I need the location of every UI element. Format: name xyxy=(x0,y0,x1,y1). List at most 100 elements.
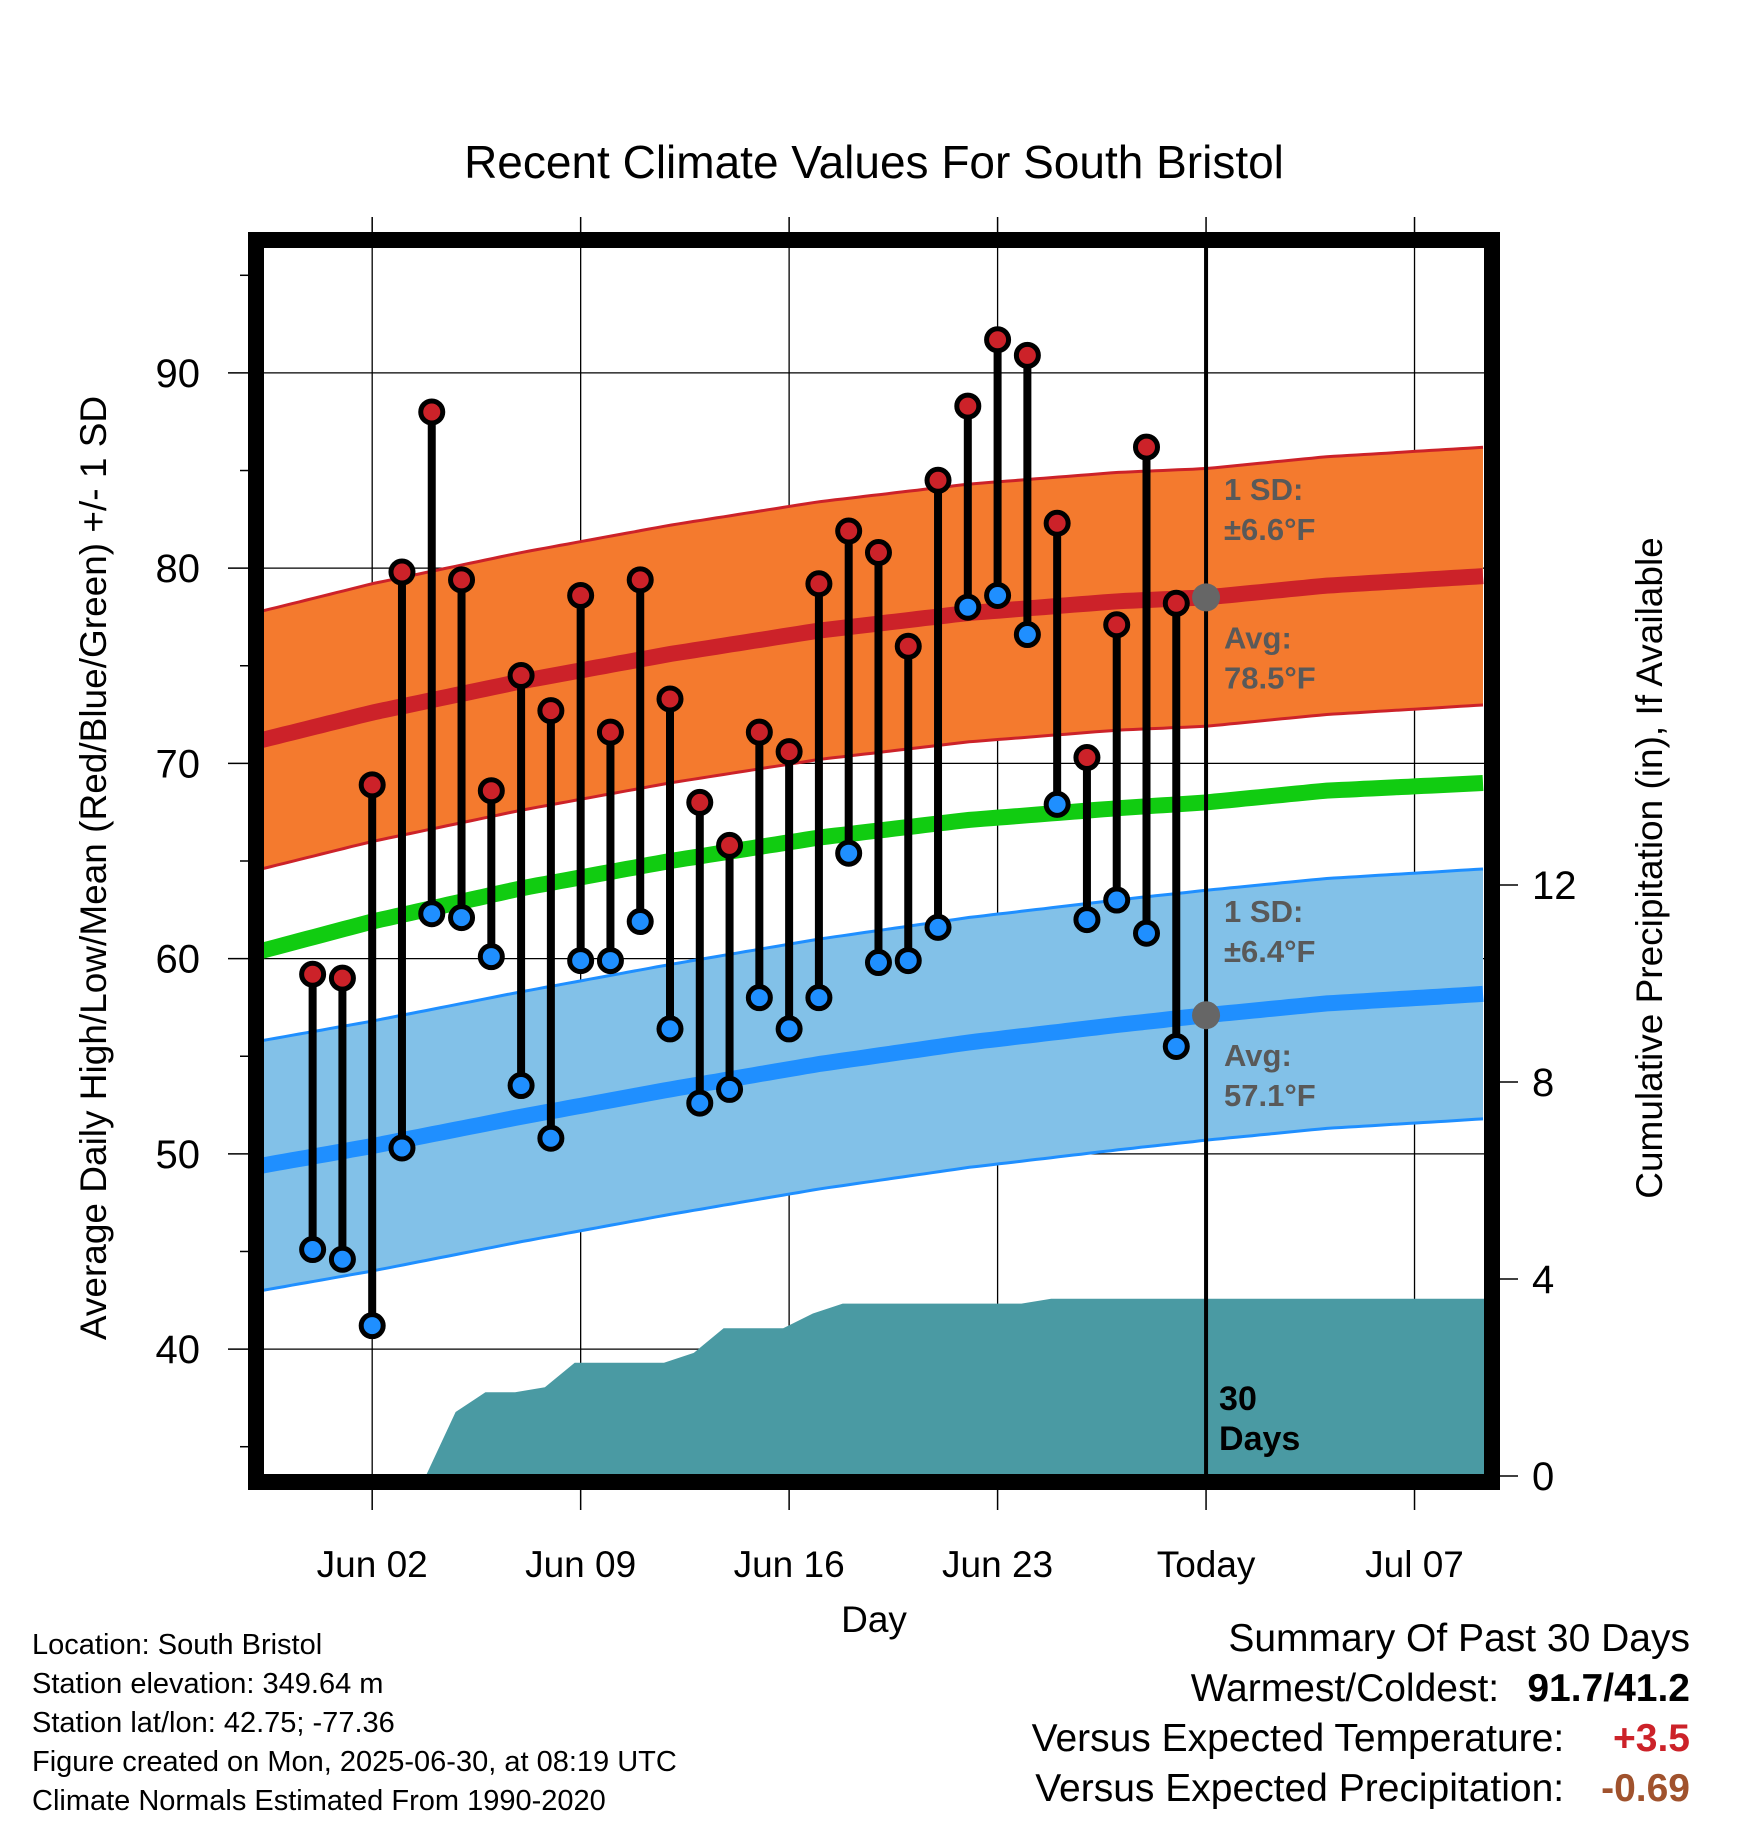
daily-low-point xyxy=(745,984,773,1012)
daily-low-point xyxy=(596,947,624,975)
daily-low-point xyxy=(686,1089,714,1117)
daily-high-point xyxy=(1132,433,1160,461)
daily-low-point xyxy=(1132,919,1160,947)
daily-low-point xyxy=(1043,790,1071,818)
days-annotation-line: Days xyxy=(1219,1420,1300,1458)
daily-high-point xyxy=(537,697,565,725)
daily-high-point xyxy=(596,718,624,746)
high-avg-annotation: Avg: 78.5°F xyxy=(1224,620,1316,695)
daily-low-point xyxy=(537,1124,565,1152)
daily-high-point xyxy=(626,566,654,594)
x-tick-label: Jun 02 xyxy=(317,1544,428,1585)
daily-low-point xyxy=(1013,621,1041,649)
daily-high-point xyxy=(1073,744,1101,772)
daily-low-point xyxy=(418,900,446,928)
days-annotation-line: 30 xyxy=(1219,1380,1257,1418)
y-tick-label: 40 xyxy=(156,1328,201,1372)
daily-high-point xyxy=(954,392,982,420)
daily-high-point xyxy=(448,566,476,594)
daily-high-point xyxy=(716,831,744,859)
daily-high-point xyxy=(299,960,327,988)
station-info: Location: South Bristol Station elevatio… xyxy=(32,1626,677,1821)
daily-low-point xyxy=(864,949,892,977)
daily-low-point xyxy=(1162,1032,1190,1060)
daily-low-point xyxy=(954,593,982,621)
high-avg-annotation-line: Avg: xyxy=(1224,620,1292,655)
daily-high-point xyxy=(388,558,416,586)
high-sd-band xyxy=(262,447,1483,869)
daily-high-point xyxy=(894,632,922,660)
days-annotation: 30 Days xyxy=(1219,1380,1300,1458)
warm-cold-value: 91.7/41.2 xyxy=(1527,1667,1690,1710)
low-avg-annotation-line: Avg: xyxy=(1224,1038,1292,1073)
daily-low-point xyxy=(299,1236,327,1264)
today-high-avg-marker xyxy=(1192,583,1221,612)
daily-high-point xyxy=(656,685,684,713)
low-avg-annotation-line: 57.1°F xyxy=(1224,1078,1316,1113)
x-tick-label: Jun 23 xyxy=(942,1544,1053,1585)
x-tick-label: Jul 07 xyxy=(1365,1544,1464,1585)
daily-high-point xyxy=(1162,589,1190,617)
daily-high-point xyxy=(745,718,773,746)
low-sd-annotation-line: 1 SD: xyxy=(1224,894,1303,929)
chart-title: Recent Climate Values For South Bristol xyxy=(464,136,1284,188)
daily-low-point xyxy=(358,1312,386,1340)
temp-anomaly-value: +3.5 xyxy=(1613,1717,1690,1760)
high-sd-annotation-line: 1 SD: xyxy=(1224,472,1303,507)
y-tick-label: 80 xyxy=(156,547,201,591)
daily-high-point xyxy=(1043,509,1071,537)
daily-low-point xyxy=(716,1075,744,1103)
summary-warm-cold-row: Warmest/Coldest: 91.7/41.2 xyxy=(1032,1664,1690,1714)
today-low-avg-marker xyxy=(1192,1001,1221,1030)
high-sd-band-upper-edge xyxy=(262,445,1484,613)
daily-high-point xyxy=(924,466,952,494)
precip-anomaly-label: Versus Expected Precipitation: xyxy=(1035,1767,1565,1810)
precip-area xyxy=(425,1298,1486,1476)
daily-low-point xyxy=(567,947,595,975)
low-sd-annotation-line: ±6.4°F xyxy=(1224,934,1315,969)
y2-tick-label: 4 xyxy=(1532,1258,1554,1302)
y2-axis-label: Cumulative Precipitation (in), If Availa… xyxy=(1629,537,1670,1199)
precip-anomaly-value: -0.69 xyxy=(1601,1767,1690,1810)
y2-tick-label: 0 xyxy=(1532,1455,1554,1499)
daily-low-point xyxy=(924,913,952,941)
y-tick-label: 70 xyxy=(156,742,201,786)
daily-high-point xyxy=(1013,341,1041,369)
daily-low-point xyxy=(388,1134,416,1162)
daily-high-point xyxy=(567,581,595,609)
daily-high-point xyxy=(477,777,505,805)
y2-tick-label: 8 xyxy=(1532,1061,1554,1105)
low-sd-band-lower-edge xyxy=(262,1117,1484,1292)
high-avg-annotation-line: 78.5°F xyxy=(1224,660,1316,695)
low-avg-annotation: Avg: 57.1°F xyxy=(1224,1038,1316,1113)
created-text: Figure created on Mon, 2025-06-30, at 08… xyxy=(32,1746,677,1778)
low-sd-annotation: 1 SD: ±6.4°F xyxy=(1224,894,1315,969)
y-tick-label: 60 xyxy=(156,938,201,982)
location-text: Location: South Bristol xyxy=(32,1629,323,1661)
daily-low-point xyxy=(626,908,654,936)
y-tick-label: 50 xyxy=(156,1133,201,1177)
latlon-text: Station lat/lon: 42.75; -77.36 xyxy=(32,1707,395,1739)
daily-high-point xyxy=(1103,611,1131,639)
daily-high-point xyxy=(328,964,356,992)
high-sd-annotation: 1 SD: ±6.6°F xyxy=(1224,472,1315,547)
daily-low-point xyxy=(477,943,505,971)
daily-low-point xyxy=(448,904,476,932)
y-tick-label: 90 xyxy=(156,352,201,396)
plot-frame xyxy=(248,232,1500,1490)
x-tick-label: Jun 09 xyxy=(525,1544,636,1585)
daily-high-point xyxy=(358,771,386,799)
daily-high-point xyxy=(507,662,535,690)
daily-low-point xyxy=(835,839,863,867)
warm-cold-label: Warmest/Coldest: xyxy=(1190,1667,1500,1710)
elevation-text: Station elevation: 349.64 m xyxy=(32,1668,384,1700)
daily-low-point xyxy=(984,581,1012,609)
summary-panel: Summary Of Past 30 Days Warmest/Coldest:… xyxy=(1032,1614,1690,1814)
daily-high-point xyxy=(686,788,714,816)
y-axis-label: Average Daily High/Low/Mean (Red/Blue/Gr… xyxy=(73,396,114,1340)
daily-low-point xyxy=(894,947,922,975)
summary-precip-row: Versus Expected Precipitation: -0.69 xyxy=(1032,1764,1690,1814)
normals-text: Climate Normals Estimated From 1990-2020 xyxy=(32,1785,606,1817)
low-sd-band-upper-edge xyxy=(262,867,1484,1043)
